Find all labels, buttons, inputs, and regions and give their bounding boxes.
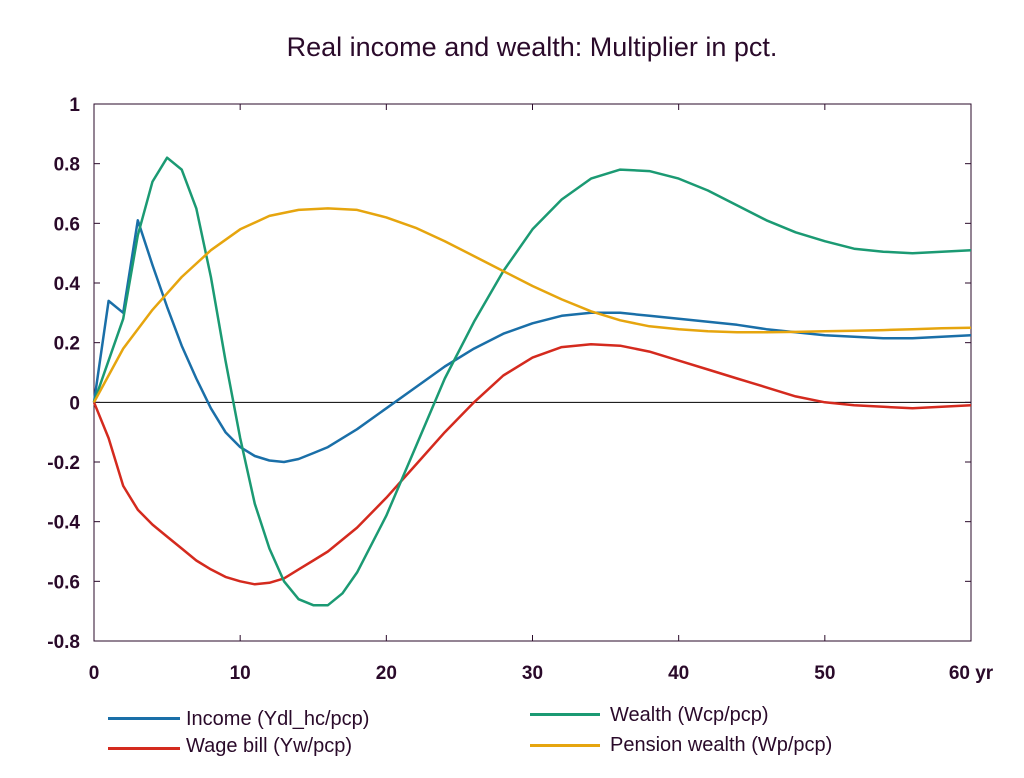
y-tick-label: -0.2: [47, 453, 80, 474]
y-tick-label: -0.8: [47, 632, 80, 653]
y-tick-label: 0: [69, 393, 80, 414]
wage-bill-line: [92, 342, 972, 586]
x-tick-label: 60 yr: [949, 663, 994, 684]
x-tick-label: 0: [89, 663, 100, 684]
plot-frame: [93, 103, 972, 642]
x-tick-label: 10: [230, 663, 251, 684]
y-tick-label: 0.2: [54, 334, 80, 355]
chart-title: Real income and wealth: Multiplier in pc…: [286, 32, 778, 62]
x-tick-label: 40: [668, 663, 689, 684]
income-line: [92, 219, 972, 464]
x-tick-label: 20: [376, 663, 397, 684]
x-tick-label: 30: [522, 663, 543, 684]
y-tick-label: 0.8: [54, 155, 80, 176]
y-tick-label: 0.4: [54, 274, 81, 295]
pension-wealth-line: [92, 207, 972, 403]
x-tick-label: 50: [814, 663, 835, 684]
y-tick-label: 0.6: [54, 214, 80, 235]
y-tick-label: 1: [69, 95, 80, 116]
wealth-line: [92, 156, 972, 607]
y-tick-label: -0.6: [47, 572, 80, 593]
y-tick-label: -0.4: [47, 513, 80, 534]
